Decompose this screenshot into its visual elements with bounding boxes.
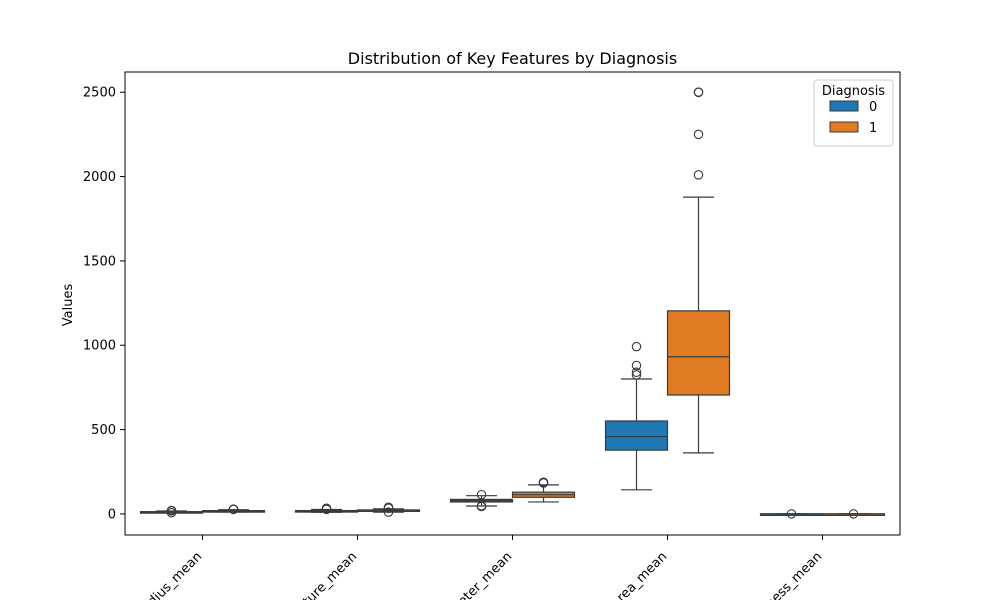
outlier-point: [848, 509, 859, 519]
box-body: [666, 310, 731, 396]
box-perimeter_mean-diagnosis-1: [511, 477, 576, 503]
outlier-point: [383, 503, 394, 513]
outlier-point: [631, 360, 642, 371]
box-body: [604, 420, 669, 451]
y-tick-label: 1000: [83, 339, 116, 354]
outlier-point: [693, 87, 704, 97]
outlier-point: [476, 501, 487, 511]
outlier-point: [631, 370, 642, 380]
legend-label-0: 0: [869, 100, 877, 115]
box-area_mean-diagnosis-0: [604, 341, 669, 491]
outlier-point: [476, 489, 487, 500]
y-tick-label: 1500: [83, 254, 116, 269]
y-tick-label: 2000: [83, 170, 116, 185]
legend-label-1: 1: [869, 121, 877, 136]
y-axis-label: Values: [61, 284, 76, 327]
box-area_mean-diagnosis-1: [666, 87, 731, 454]
legend-title: Diagnosis: [822, 84, 885, 99]
outlier-point: [631, 341, 642, 352]
legend: Diagnosis 0 1: [813, 79, 894, 147]
legend-swatch-1: [829, 121, 859, 133]
outlier-point: [786, 509, 797, 519]
outlier-point: [631, 367, 642, 377]
outlier-point: [166, 506, 177, 516]
y-tick-label: 0: [108, 507, 116, 522]
axes-frame: [124, 71, 901, 536]
y-tick-label: 500: [91, 423, 116, 438]
legend-swatch-0: [829, 100, 859, 112]
outlier-point: [383, 507, 394, 517]
outlier-point: [693, 170, 704, 180]
outlier-point: [693, 129, 704, 140]
box-smoothness_mean-diagnosis-1: [821, 509, 886, 519]
y-tick-label: 2500: [83, 86, 116, 101]
outlier-point: [321, 504, 332, 514]
box-smoothness_mean-diagnosis-0: [759, 509, 824, 519]
box-radius_mean-diagnosis-1: [201, 504, 266, 515]
chart-title: Distribution of Key Features by Diagnosi…: [348, 49, 677, 68]
box-texture_mean-diagnosis-1: [356, 502, 421, 517]
box-perimeter_mean-diagnosis-0: [449, 489, 514, 512]
outlier-point: [228, 504, 239, 515]
outlier-point: [538, 477, 549, 488]
